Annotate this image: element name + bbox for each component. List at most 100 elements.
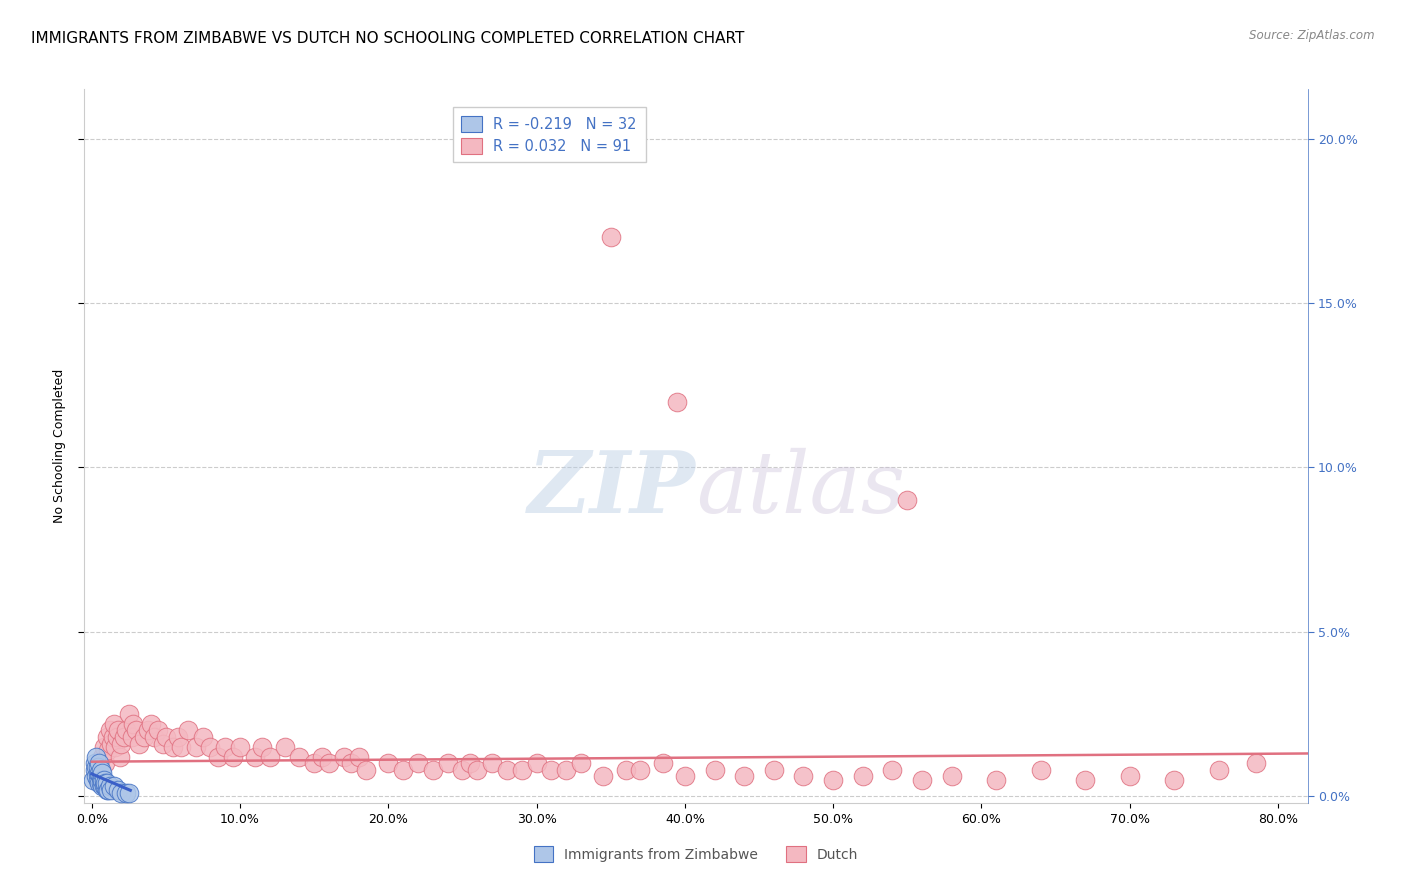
Point: [288, 749, 311, 764]
Point: [599, 230, 621, 244]
Point: [170, 739, 193, 754]
Point: [115, 786, 138, 800]
Point: [86, 772, 108, 787]
Point: [98, 780, 121, 794]
Point: [121, 730, 143, 744]
Point: [82, 772, 104, 787]
Point: [89, 766, 111, 780]
Point: [93, 780, 115, 794]
Point: [91, 780, 114, 794]
Point: [105, 730, 128, 744]
Point: [614, 763, 637, 777]
Point: [94, 776, 117, 790]
Point: [762, 763, 785, 777]
Point: [101, 730, 124, 744]
Point: [986, 772, 1008, 787]
Point: [191, 730, 214, 744]
Point: [347, 749, 370, 764]
Point: [214, 739, 236, 754]
Point: [354, 763, 377, 777]
Point: [1118, 770, 1140, 784]
Point: [651, 756, 673, 771]
Text: Source: ZipAtlas.com: Source: ZipAtlas.com: [1250, 29, 1375, 42]
Point: [152, 737, 174, 751]
Point: [166, 730, 188, 744]
Point: [143, 730, 166, 744]
Point: [377, 756, 399, 771]
Point: [128, 737, 150, 751]
Point: [243, 749, 266, 764]
Point: [852, 770, 875, 784]
Point: [177, 723, 200, 738]
Point: [97, 743, 120, 757]
Text: ZIP: ZIP: [529, 447, 696, 531]
Point: [93, 739, 115, 754]
Point: [118, 706, 141, 721]
Point: [1244, 756, 1267, 771]
Point: [90, 770, 112, 784]
Point: [103, 780, 125, 794]
Point: [91, 749, 114, 764]
Point: [96, 782, 118, 797]
Point: [89, 756, 111, 771]
Point: [496, 763, 519, 777]
Point: [132, 730, 155, 744]
Point: [221, 749, 243, 764]
Point: [155, 730, 177, 744]
Point: [86, 766, 108, 780]
Legend: Immigrants from Zimbabwe, Dutch: Immigrants from Zimbabwe, Dutch: [529, 841, 863, 867]
Point: [318, 756, 340, 771]
Point: [259, 749, 281, 764]
Point: [100, 737, 122, 751]
Point: [451, 763, 474, 777]
Point: [229, 739, 252, 754]
Point: [91, 766, 114, 780]
Point: [823, 772, 845, 787]
Point: [273, 739, 295, 754]
Point: [302, 756, 325, 771]
Point: [98, 723, 121, 738]
Point: [104, 739, 127, 754]
Point: [673, 770, 696, 784]
Point: [628, 763, 651, 777]
Point: [83, 763, 105, 777]
Point: [136, 723, 159, 738]
Point: [311, 749, 333, 764]
Point: [436, 756, 458, 771]
Point: [115, 723, 138, 738]
Point: [125, 723, 148, 738]
Point: [941, 770, 963, 784]
Point: [96, 776, 118, 790]
Point: [110, 737, 132, 751]
Point: [1029, 763, 1052, 777]
Point: [526, 756, 548, 771]
Point: [107, 723, 129, 738]
Point: [510, 763, 533, 777]
Point: [118, 786, 141, 800]
Point: [1163, 772, 1185, 787]
Point: [465, 763, 488, 777]
Point: [592, 770, 614, 784]
Point: [122, 717, 145, 731]
Point: [733, 770, 755, 784]
Point: [94, 780, 117, 794]
Point: [139, 717, 162, 731]
Point: [911, 772, 934, 787]
Point: [481, 756, 503, 771]
Point: [84, 770, 107, 784]
Point: [207, 749, 229, 764]
Point: [458, 756, 481, 771]
Point: [90, 776, 112, 790]
Point: [108, 749, 131, 764]
Point: [555, 763, 578, 777]
Point: [100, 782, 122, 797]
Point: [148, 723, 170, 738]
Point: [83, 756, 105, 771]
Point: [97, 782, 120, 797]
Point: [93, 772, 115, 787]
Point: [792, 770, 814, 784]
Point: [89, 776, 111, 790]
Point: [1074, 772, 1097, 787]
Point: [162, 739, 184, 754]
Point: [340, 756, 363, 771]
